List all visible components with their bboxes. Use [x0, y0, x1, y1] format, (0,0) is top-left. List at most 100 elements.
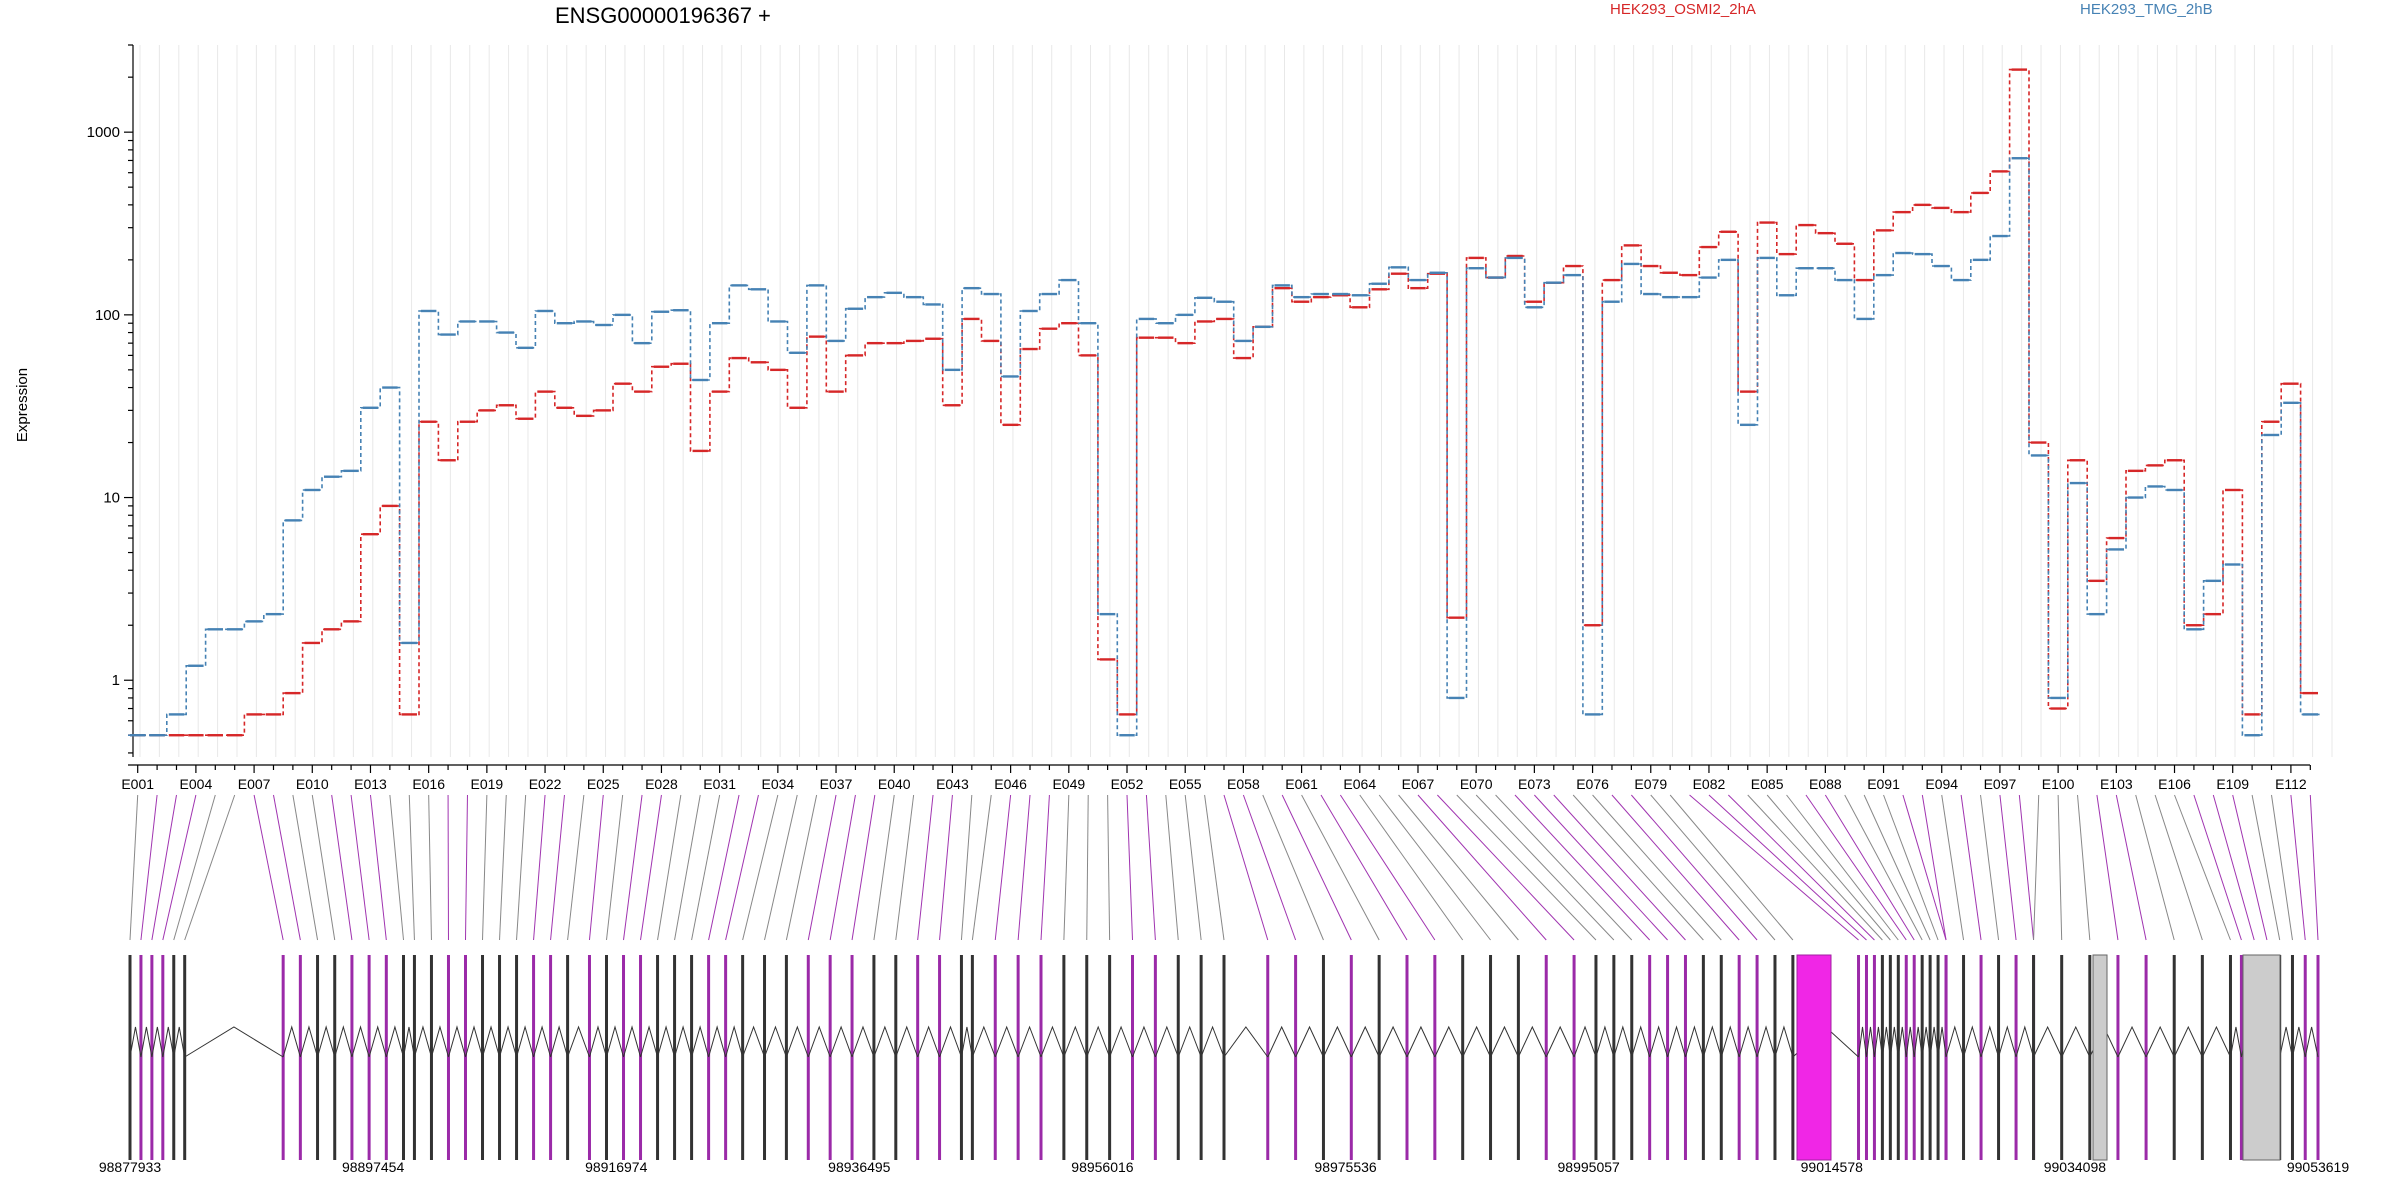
exon-bar [806, 955, 810, 1160]
exon-connector [1980, 794, 2000, 941]
exon-connector [708, 794, 740, 941]
exon-bar [139, 955, 143, 1160]
exon-connector [939, 794, 953, 941]
exon-bar [741, 955, 745, 1160]
intron-link [430, 1025, 449, 1058]
x-tick-label: E097 [1984, 776, 2017, 792]
intron-link [1945, 1025, 1965, 1058]
exon-bar [1349, 955, 1353, 1160]
exon-bar [916, 955, 920, 1160]
exon-bar [784, 955, 788, 1160]
exon-connector [1456, 794, 1597, 941]
exon-connector [1126, 794, 1134, 941]
intron-link [939, 1025, 962, 1058]
series-line-1 [128, 68, 2320, 736]
exon-bar [2200, 955, 2204, 1160]
grid-lines [139, 45, 2333, 757]
intron-link [1897, 1026, 1907, 1058]
x-tick-label: E043 [936, 776, 969, 792]
exon-connector [2271, 794, 2293, 941]
exon-bar [1872, 955, 1876, 1160]
exon-connector [1708, 794, 1867, 941]
exon-connector [1592, 794, 1722, 941]
x-tick-label: E019 [471, 776, 504, 792]
exon-connector [464, 794, 468, 941]
exon-connector [129, 794, 139, 941]
x-tick-label: E091 [1867, 776, 1900, 792]
x-tick-label: E040 [878, 776, 911, 792]
x-axis: E001 E004 E007 E010 E013 E016 E019 E022 E025 E028… [121, 764, 2311, 792]
x-tick-label: E067 [1402, 776, 1435, 792]
exon-connector [895, 794, 915, 941]
exon-connector [1921, 794, 1947, 941]
exon-connector [331, 794, 353, 941]
intron-link [1963, 1025, 1982, 1058]
exon-connector [1747, 794, 1883, 941]
intron-link [317, 1025, 336, 1058]
exon-connector [184, 794, 236, 941]
exon-bar [1516, 955, 1520, 1160]
exon-bar [2239, 955, 2243, 1160]
intron-link [1921, 1026, 1931, 1058]
exon-bar [850, 955, 854, 1160]
coordinate-label: 98956016 [1071, 1159, 1134, 1175]
exon-bar [298, 955, 302, 1160]
exon-bar [1612, 955, 1616, 1160]
exon-bar [2172, 955, 2176, 1160]
x-tick-label: E094 [1925, 776, 1958, 792]
exon-connector [2018, 794, 2035, 941]
legend-series-1: HEK293_OSMI2_2hA [1610, 1, 1756, 18]
x-tick-label: E055 [1169, 776, 1202, 792]
x-tick-label: E022 [529, 776, 562, 792]
intron-link [1378, 1025, 1408, 1058]
intron-link [1905, 1026, 1915, 1058]
x-tick-label: E103 [2100, 776, 2133, 792]
exon-connector [350, 794, 370, 941]
exon-bar [970, 955, 974, 1160]
x-tick-label: E004 [180, 776, 213, 792]
intron-link [1490, 1025, 1519, 1058]
exon-connector [1824, 794, 1915, 941]
exon-connector [1063, 794, 1070, 941]
exon-connector [1650, 794, 1776, 941]
exon-bar [604, 955, 608, 1160]
intron-link [1881, 1026, 1891, 1058]
exon-connector [994, 794, 1012, 941]
exon-connector [1863, 794, 1931, 941]
exon-connector [311, 794, 336, 941]
exon-connector [533, 794, 546, 941]
intron-link [173, 1026, 186, 1058]
x-tick-label: E109 [2216, 776, 2249, 792]
exon-bar [1266, 955, 1270, 1160]
intron-link [334, 1025, 353, 1058]
exon-connector [2232, 794, 2268, 941]
exon-connector [1398, 794, 1519, 941]
exon-bar [1321, 955, 1325, 1160]
exon-bar [316, 955, 320, 1160]
exon-connector [1165, 794, 1179, 941]
exon-connector [2057, 794, 2063, 941]
intron-link [742, 1025, 765, 1058]
exon-bar [1062, 955, 1066, 1160]
exon-bar [1880, 955, 1884, 1160]
intron-link [1684, 1025, 1704, 1058]
intron-link [1858, 1026, 1867, 1058]
exon-connector [1281, 794, 1352, 941]
intron-link [2201, 1025, 2231, 1058]
exon-connector [550, 794, 565, 941]
intron-link [623, 1025, 642, 1058]
intron-link [1017, 1025, 1042, 1058]
exon-connector [1437, 794, 1575, 941]
intron-link [1649, 1025, 1669, 1058]
intron-link [917, 1025, 941, 1058]
exon-connector [1514, 794, 1651, 941]
intron-link [1350, 1025, 1380, 1058]
intron-link [1613, 1025, 1633, 1058]
exon-bar [1864, 955, 1868, 1160]
intron-link [403, 1026, 415, 1058]
x-tick-label: E016 [412, 776, 445, 792]
intron-link [1667, 1025, 1686, 1058]
x-tick-label: E100 [2042, 776, 2075, 792]
intron-link [299, 1025, 319, 1058]
